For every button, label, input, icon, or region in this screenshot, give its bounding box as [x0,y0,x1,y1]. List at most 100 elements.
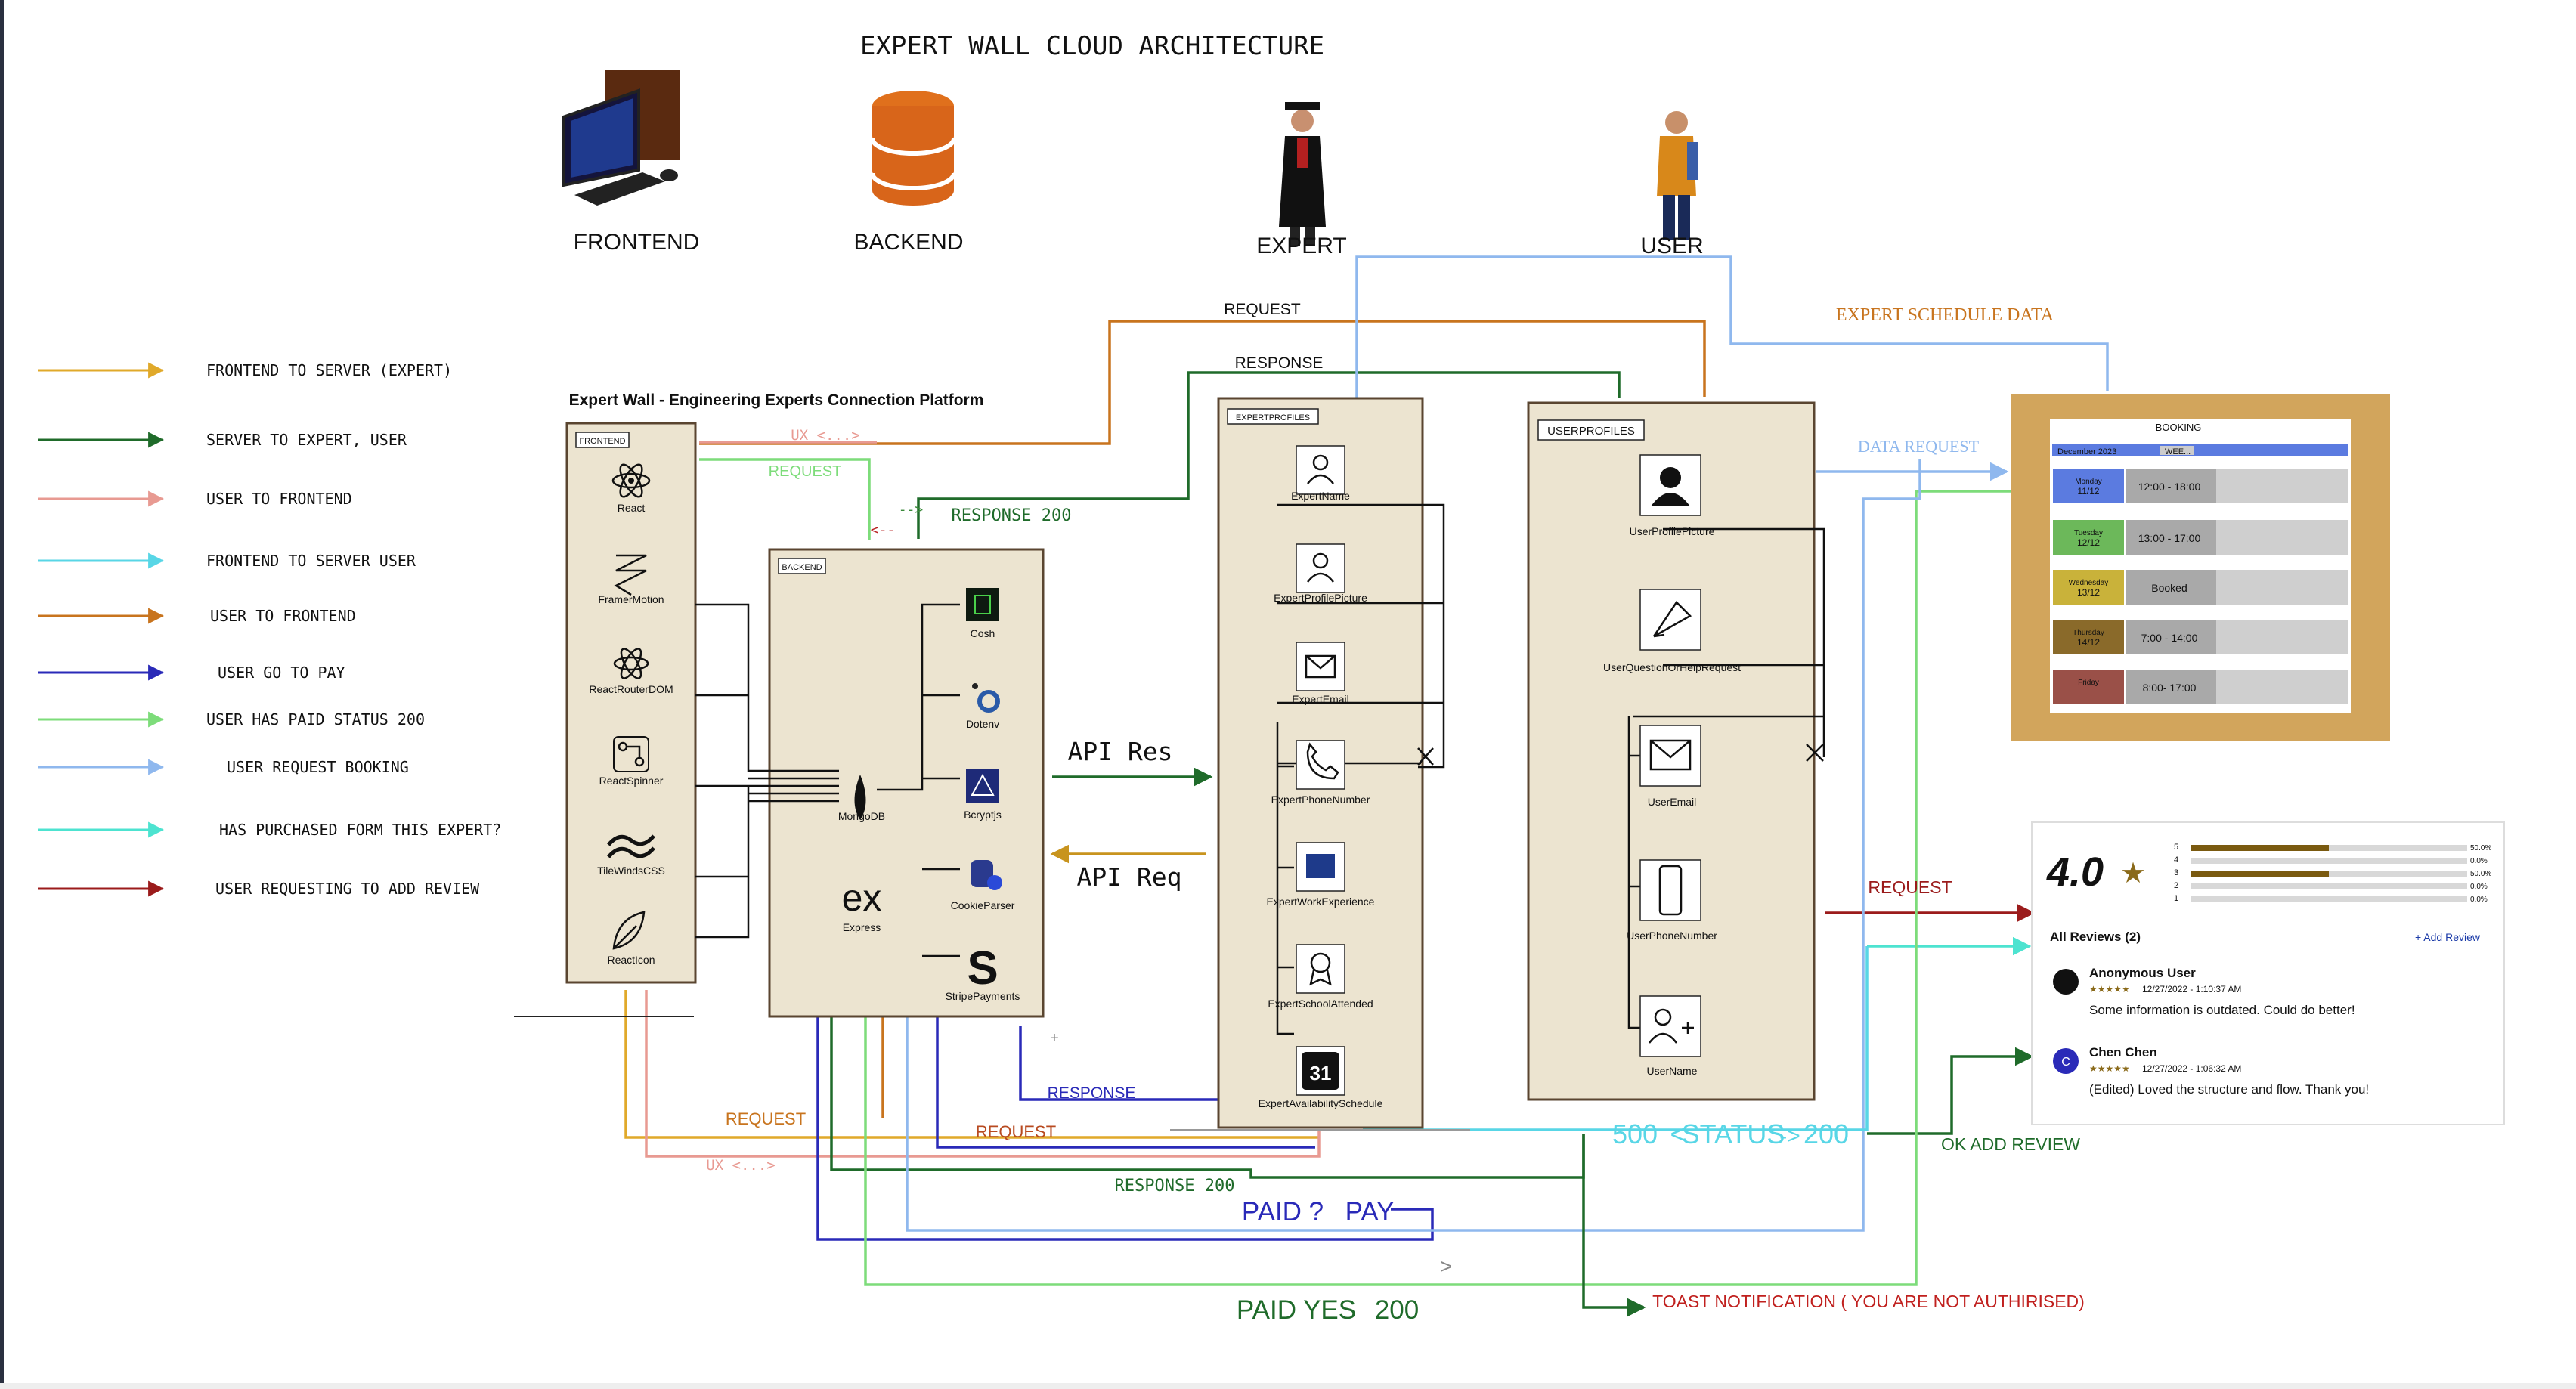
rating-bar-track [2191,858,2467,864]
frontend-item-framermotion: FramerMotion [598,593,664,605]
frontend-item-reactrouterdom: ReactRouterDOM [589,683,673,695]
response-top-line [917,371,1621,539]
reviewer-initial: C [2061,1056,2070,1069]
request-booking-line [906,459,1921,1232]
label-ux-top: UX <...> [791,427,860,444]
booking-day-cell [2053,520,2124,555]
rating-bar-pct: 50.0% [2470,844,2491,852]
booking-month: December 2023 [2057,447,2116,456]
booking-slot-time: 13:00 - 17:00 [2138,532,2201,544]
stripe-icon: S [967,942,998,995]
user-person-icon [1657,111,1698,240]
review-text: Some information is outdated. Could do b… [2089,1003,2355,1017]
legend-label-0: FRONTEND TO SERVER (EXPERT) [206,361,452,379]
actor-frontend-label: FRONTEND [574,230,700,255]
user-item-question: UserQuestionOrHelpRequest [1603,661,1741,673]
rating-bar-star: 2 [2174,881,2178,890]
expert-item-school: ExpertSchoolAttended [1268,998,1373,1010]
actor-expert-label: EXPERT [1256,234,1347,258]
frontend-tag: FRONTEND [579,437,625,446]
legend-label-5: USER GO TO PAY [218,664,345,682]
label-status-500: 500 [1612,1118,1658,1149]
user-right-bracket [1633,527,1825,757]
graduate-person-icon [1279,102,1326,246]
label-data-request: DATA REQUEST [1858,437,1980,456]
rating-star-icon: ★ [2120,858,2146,889]
booking-slot-time: Booked [2151,582,2187,594]
rating-bar-star: 3 [2174,868,2178,877]
label-expert-schedule: EXPERT SCHEDULE DATA [1836,305,2054,325]
label-api-req: API Req [1076,862,1181,892]
user-item-picture: UserProfilePicture [1630,525,1715,537]
react-icon-feather [612,911,646,950]
rating-bar-star: 4 [2174,855,2178,865]
booking-slot-fill [2126,570,2216,605]
label-ok-add-review: OK ADD REVIEW [1941,1134,2080,1154]
toast-line [1582,1134,1646,1317]
bottom-edge [0,1383,2576,1389]
backend-item-stripepayments: StripePayments [946,990,1020,1002]
reviewer-name: Anonymous User [2089,966,2196,980]
add-review-link[interactable]: + Add Review [2415,931,2481,943]
user-tag: USERPROFILES [1547,425,1635,438]
review-date: 12/27/2022 - 1:06:32 AM [2142,1063,2241,1074]
all-reviews-label: All Reviews (2) [2050,930,2141,944]
user-profiles-box: USERPROFILES UserProfilePicture UserQues… [1527,401,1825,1101]
legend-label-7: USER REQUEST BOOKING [227,758,409,776]
label-status-word: STATUS [1682,1118,1785,1149]
frontend-server-user-line [1363,946,1869,1131]
user-left-bracket [1627,716,1642,1029]
legend-label-1: SERVER TO EXPERT, USER [206,431,407,449]
expert-item-schedule: ExpertAvailabilitySchedule [1259,1097,1383,1109]
expert-email-icon [1296,642,1345,691]
mongodb-branch [877,603,960,957]
label-request-top: REQUEST [1224,301,1301,318]
schedule-data-line [1355,255,2109,401]
user-question-icon [1639,589,1701,651]
expert-tag: EXPERTPROFILES [1236,413,1310,422]
booking-day-date: 12/12 [2077,537,2100,548]
expert-school-icon [1296,944,1345,994]
booking-day-name: Friday [2078,679,2099,687]
reviewer-name: Chen Chen [2089,1045,2157,1060]
request-green-line [699,458,871,540]
expert-item-picture: ExpertProfilePicture [1274,592,1367,604]
booking-day-cell [2053,670,2124,704]
booking-slot-time: 12:00 - 18:00 [2138,481,2201,493]
label-arrow-left: <-- [871,522,896,538]
booking-day-name: Monday [2075,478,2102,486]
legend-label-9: USER REQUESTING TO ADD REVIEW [215,880,480,898]
legend-label-4: USER TO FRONTEND [210,607,356,625]
expert-profiles-box: EXPERTPROFILES ExpertName ExpertProfileP… [1217,397,1445,1129]
label-gt: > [1440,1254,1452,1278]
booking-day-cell [2053,469,2124,503]
expert-left-bracket [1276,722,1294,1035]
rating-bars: 5 50.0% 4 0.0% 3 50.0% 2 0.0% 1 0.0% [2174,843,2491,904]
request-mid-line [936,1016,1315,1149]
booking-slot-fill [2126,469,2216,503]
booking-day-cell [2053,570,2124,605]
legend-label-2: USER TO FRONTEND [206,490,352,508]
booking-slot-time: 8:00- 17:00 [2143,682,2197,694]
rating-bar-star: 1 [2174,894,2178,903]
express-logo: ex [842,877,882,919]
user-cross [1806,744,1824,762]
tailwind-icon [607,834,655,858]
user-item-phone: UserPhoneNumber [1627,930,1717,942]
label-response-top: RESPONSE [1235,354,1324,372]
rating-bar-track [2191,883,2467,889]
label-request-mid: REQUEST [976,1122,1056,1141]
backend-box: BACKEND MongoDB ex Express Cosh Dotenv B… [695,548,1045,1018]
calendar-day: 31 [1310,1062,1332,1084]
computer-icon [562,70,680,206]
label-api-res: API Res [1067,737,1172,766]
frontend-backend-bundle [695,603,839,939]
booking-day-name: Wednesday [2069,579,2109,587]
label-toast: TOAST NOTIFICATION ( YOU ARE NOT AUTHIRI… [1652,1292,2085,1311]
expert-item-name: ExpertName [1291,490,1350,502]
backend-item-cosh: Cosh [971,627,995,639]
actor-user-label: USER [1640,234,1703,258]
paid-status-line [864,490,2011,1286]
review-date: 12/27/2022 - 1:10:37 AM [2142,984,2241,995]
